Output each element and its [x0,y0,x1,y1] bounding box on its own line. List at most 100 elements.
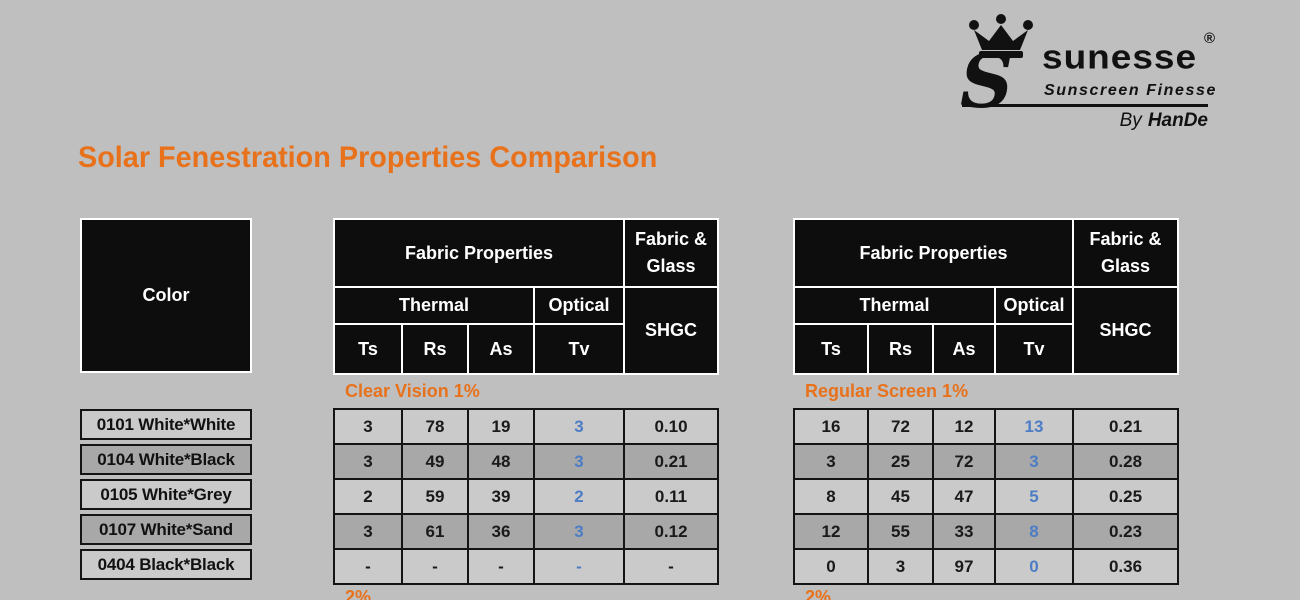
data-cell: - [623,548,719,585]
data-cell: 12 [793,513,869,550]
table-row: 12 55 33 8 0.23 [793,513,1179,550]
data-cell: 3 [333,408,403,445]
color-row: 0404 Black*Black [80,549,252,580]
table-row: 16 72 12 13 0.21 [793,408,1179,445]
data-cell: 47 [932,478,996,515]
header-col-ts: Ts [793,323,869,375]
data-cell: 36 [467,513,535,550]
data-cell: 45 [867,478,934,515]
data-cell: 0.25 [1072,478,1179,515]
data-cell: 0.23 [1072,513,1179,550]
color-row: 0101 White*White [80,409,252,440]
data-cell: 3 [333,443,403,480]
fabric-header-table-regular-screen: Fabric Properties Fabric & Glass Thermal… [793,218,1179,375]
data-cell: 78 [401,408,469,445]
data-cell: 97 [932,548,996,585]
data-cell: 59 [401,478,469,515]
header-thermal: Thermal [793,286,996,325]
data-cell: 19 [467,408,535,445]
logo-underline [962,104,1208,107]
header-col-rs: Rs [401,323,469,375]
data-table-clear-vision: 3 78 19 3 0.10 3 49 48 3 0.21 2 59 39 2 0.11 3 61 36 3 0.12… [333,408,719,585]
brand-name: sunesse [1042,38,1198,76]
data-cell: 0.36 [1072,548,1179,585]
header-fabric-properties: Fabric Properties [333,218,625,288]
page-title: Solar Fenestration Properties Comparison [78,141,658,174]
header-col-rs: Rs [867,323,934,375]
crown-icon [969,14,1033,58]
data-cell: 2 [533,478,625,515]
table-row: 8 45 47 5 0.25 [793,478,1179,515]
header-thermal: Thermal [333,286,535,325]
color-row-list: 0101 White*White 0104 White*Black 0105 Whi… [80,409,252,584]
lion-s-crown-icon: S [960,14,1033,110]
table-row: 0 3 97 0 0.36 [793,548,1179,585]
fabric-header-table-clear-vision: Fabric Properties Fabric & Glass Thermal… [333,218,719,375]
header-fabric-glass: Fabric & Glass [1072,218,1179,288]
data-cell: 0 [994,548,1074,585]
data-cell: - [467,548,535,585]
brand-byline: By HanDe [1120,110,1208,132]
data-cell: - [533,548,625,585]
header-col-tv: Tv [533,323,625,375]
table-row: ----- [333,548,719,585]
data-cell: 3 [533,408,625,445]
header-col-as: As [467,323,535,375]
data-cell: 3 [533,443,625,480]
byline-name: HanDe [1147,110,1208,131]
table-row: 3 61 36 3 0.12 [333,513,719,550]
registered-mark: ® [1204,30,1216,47]
header-col-ts: Ts [333,323,403,375]
byline-prefix: By [1119,110,1142,131]
data-cell: 49 [401,443,469,480]
data-cell: 72 [932,443,996,480]
data-cell: 8 [994,513,1074,550]
color-column-header: Color [80,218,252,373]
data-cell: 8 [793,478,869,515]
data-cell: 12 [932,408,996,445]
data-cell: 55 [867,513,934,550]
data-cell: 25 [867,443,934,480]
table-row: 3 25 72 3 0.28 [793,443,1179,480]
data-cell: - [401,548,469,585]
header-col-tv: Tv [994,323,1074,375]
data-cell: 0 [793,548,869,585]
data-cell: 16 [793,408,869,445]
header-fabric-properties: Fabric Properties [793,218,1074,288]
header-col-as: As [932,323,996,375]
data-cell: 5 [994,478,1074,515]
header-shgc: SHGC [1072,286,1179,375]
brand-tagline: Sunscreen Finesse [1044,82,1218,99]
header-shgc: SHGC [623,286,719,375]
header-optical: Optical [533,286,625,325]
data-cell: 61 [401,513,469,550]
section-label-next-clear-vision: 2% [345,587,372,600]
section-label-regular-screen: Regular Screen 1% [805,381,969,401]
data-cell: 0.12 [623,513,719,550]
table-row: 3 78 19 3 0.10 [333,408,719,445]
color-row: 0104 White*Black [80,444,252,475]
data-cell: - [333,548,403,585]
data-cell: 72 [867,408,934,445]
data-cell: 0.10 [623,408,719,445]
header-optical: Optical [994,286,1074,325]
data-cell: 3 [994,443,1074,480]
data-cell: 3 [533,513,625,550]
data-cell: 3 [867,548,934,585]
data-cell: 0.21 [623,443,719,480]
table-row: 3 49 48 3 0.21 [333,443,719,480]
brand-logo: S sunesse ® Sunscreen Finesse By HanDe [958,12,1220,134]
data-cell: 3 [333,513,403,550]
table-row: 2 59 39 2 0.11 [333,478,719,515]
header-fabric-glass: Fabric & Glass [623,218,719,288]
color-row: 0105 White*Grey [80,479,252,510]
data-cell: 0.28 [1072,443,1179,480]
data-cell: 2 [333,478,403,515]
data-cell: 48 [467,443,535,480]
data-cell: 13 [994,408,1074,445]
data-cell: 33 [932,513,996,550]
color-row: 0107 White*Sand [80,514,252,545]
data-cell: 0.11 [623,478,719,515]
lion-s-icon: S [960,39,1013,110]
data-table-regular-screen: 16 72 12 13 0.21 3 25 72 3 0.28 8 45 47 5 0.25 12 55 33 8 0… [793,408,1179,585]
